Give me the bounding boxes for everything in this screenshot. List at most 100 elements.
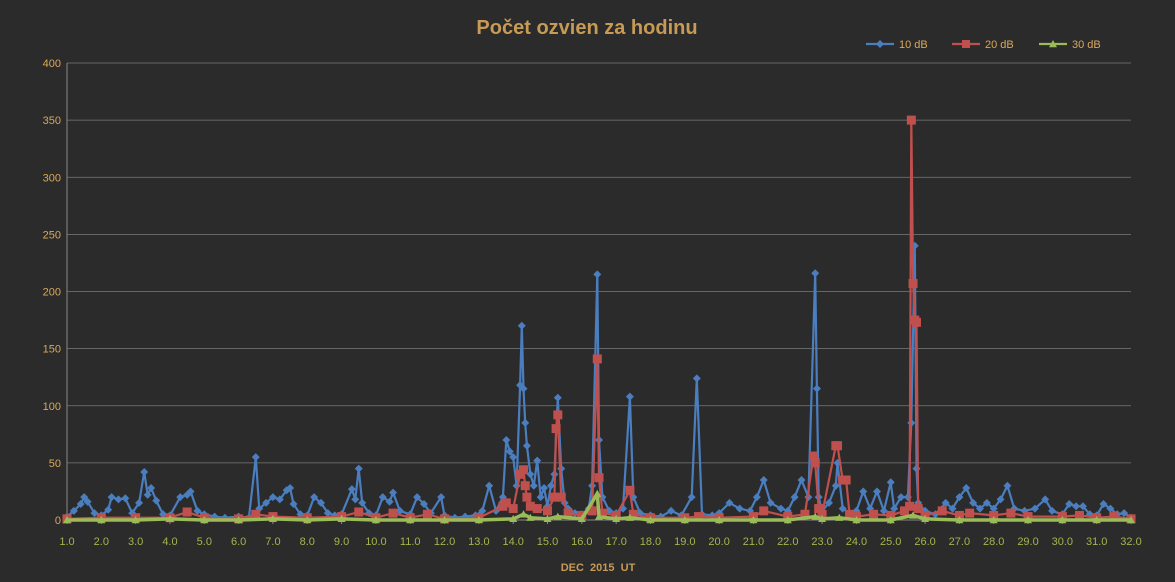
data-point bbox=[551, 424, 561, 434]
legend: 10 dB 20 dB 30 dB bbox=[866, 39, 1101, 51]
data-point bbox=[440, 516, 449, 524]
data-point bbox=[1120, 509, 1129, 518]
data-point bbox=[556, 492, 566, 502]
data-point bbox=[921, 514, 930, 523]
series-line bbox=[66, 119, 1132, 520]
data-point bbox=[104, 505, 113, 514]
y-tick-label: 200 bbox=[43, 287, 61, 299]
data-point bbox=[107, 493, 116, 502]
data-point bbox=[766, 498, 775, 507]
x-tick-label: 17.0 bbox=[605, 536, 626, 548]
data-point bbox=[97, 516, 106, 524]
x-tick-label: 1.0 bbox=[59, 536, 74, 548]
data-point bbox=[817, 509, 827, 519]
data-point bbox=[522, 441, 531, 450]
data-point bbox=[790, 493, 799, 502]
data-point bbox=[83, 497, 92, 506]
data-point bbox=[612, 514, 621, 523]
legend-label: 10 dB bbox=[899, 39, 928, 51]
data-point bbox=[593, 489, 602, 497]
data-point bbox=[1075, 510, 1085, 520]
data-point bbox=[200, 516, 209, 524]
data-point bbox=[899, 506, 909, 516]
data-point bbox=[296, 510, 305, 519]
x-tick-label: 14.0 bbox=[502, 536, 523, 548]
data-point bbox=[759, 476, 768, 485]
x-tick-label: 21.0 bbox=[743, 536, 764, 548]
y-tick-label: 100 bbox=[43, 401, 61, 413]
data-point bbox=[251, 509, 261, 519]
data-point bbox=[354, 464, 363, 473]
data-point bbox=[908, 279, 918, 289]
data-point bbox=[859, 487, 868, 496]
x-tick-label: 7.0 bbox=[265, 536, 280, 548]
data-point bbox=[694, 512, 704, 522]
data-point bbox=[625, 513, 634, 521]
data-point bbox=[358, 498, 367, 507]
data-point bbox=[517, 321, 526, 330]
x-tick-label: 25.0 bbox=[880, 536, 901, 548]
data-point bbox=[687, 493, 696, 502]
data-point bbox=[478, 506, 487, 515]
data-point bbox=[303, 516, 312, 524]
data-point bbox=[140, 468, 149, 477]
data-point bbox=[159, 510, 168, 519]
data-point bbox=[63, 516, 71, 524]
data-point bbox=[692, 374, 701, 383]
data-point bbox=[725, 498, 734, 507]
data-point bbox=[543, 514, 552, 523]
y-tick-label: 150 bbox=[43, 344, 61, 356]
data-point bbox=[1041, 495, 1050, 504]
data-point bbox=[131, 516, 140, 524]
y-tick-label: 0 bbox=[55, 515, 61, 527]
data-point bbox=[526, 470, 535, 479]
data-point bbox=[776, 504, 785, 513]
data-point bbox=[114, 495, 123, 504]
x-tick-label: 29.0 bbox=[1017, 536, 1038, 548]
x-tick-label: 30.0 bbox=[1052, 536, 1073, 548]
data-point bbox=[385, 497, 394, 506]
data-point bbox=[625, 392, 634, 401]
x-tick-label: 18.0 bbox=[640, 536, 661, 548]
data-point bbox=[347, 485, 356, 494]
data-point bbox=[592, 354, 602, 364]
data-point bbox=[646, 516, 655, 524]
legend-label: 20 dB bbox=[985, 39, 1014, 51]
data-point bbox=[835, 513, 844, 521]
data-point bbox=[1024, 516, 1033, 524]
x-tick-label: 9.0 bbox=[334, 536, 349, 548]
data-point bbox=[508, 504, 518, 514]
data-point bbox=[969, 498, 978, 507]
data-point bbox=[814, 504, 824, 514]
x-tick-label: 32.0 bbox=[1120, 536, 1141, 548]
data-point bbox=[838, 504, 847, 513]
data-point bbox=[962, 484, 971, 493]
data-point bbox=[135, 498, 144, 507]
data-point bbox=[182, 507, 192, 517]
data-point bbox=[897, 493, 906, 502]
chart-title: Počet ozvien za hodinu bbox=[476, 17, 697, 39]
data-point bbox=[519, 384, 528, 393]
data-point bbox=[886, 510, 896, 520]
data-point bbox=[413, 493, 422, 502]
data-point bbox=[1106, 504, 1115, 513]
data-point bbox=[941, 498, 950, 507]
data-point bbox=[1078, 502, 1087, 511]
y-tick-label: 50 bbox=[49, 458, 61, 470]
data-point bbox=[913, 504, 923, 514]
data-point bbox=[351, 495, 360, 504]
data-point bbox=[937, 506, 947, 516]
x-axis-ticks: 1.0 2.0 3.0 4.0 5.0 6.0 7.0 8.0 9.0 10.0 11.0 12.0 1… bbox=[59, 520, 1142, 548]
data-point bbox=[1030, 504, 1039, 513]
data-point bbox=[371, 516, 380, 524]
data-point bbox=[680, 516, 689, 524]
data-point bbox=[625, 485, 635, 495]
data-point bbox=[810, 458, 820, 468]
x-tick-label: 11.0 bbox=[400, 536, 421, 548]
data-point bbox=[76, 500, 85, 509]
data-point bbox=[831, 481, 840, 490]
data-point bbox=[982, 498, 991, 507]
data-point bbox=[811, 269, 820, 278]
